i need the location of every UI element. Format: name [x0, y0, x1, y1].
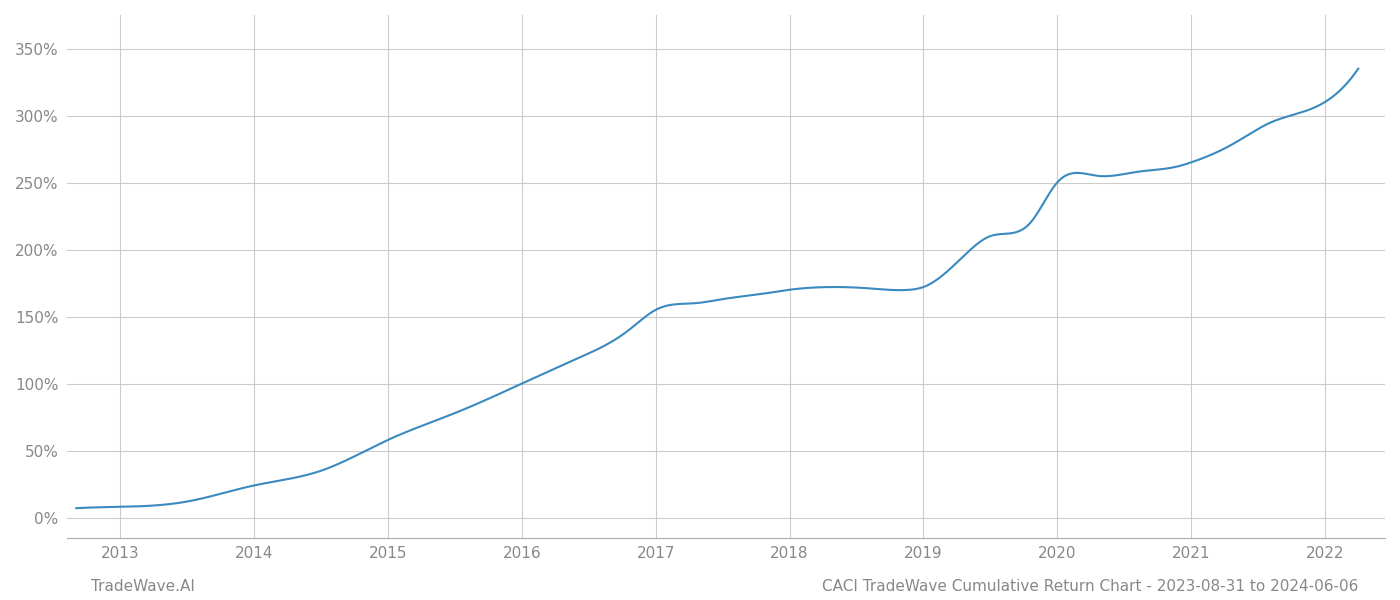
Text: CACI TradeWave Cumulative Return Chart - 2023-08-31 to 2024-06-06: CACI TradeWave Cumulative Return Chart -…	[822, 579, 1358, 594]
Text: TradeWave.AI: TradeWave.AI	[91, 579, 195, 594]
